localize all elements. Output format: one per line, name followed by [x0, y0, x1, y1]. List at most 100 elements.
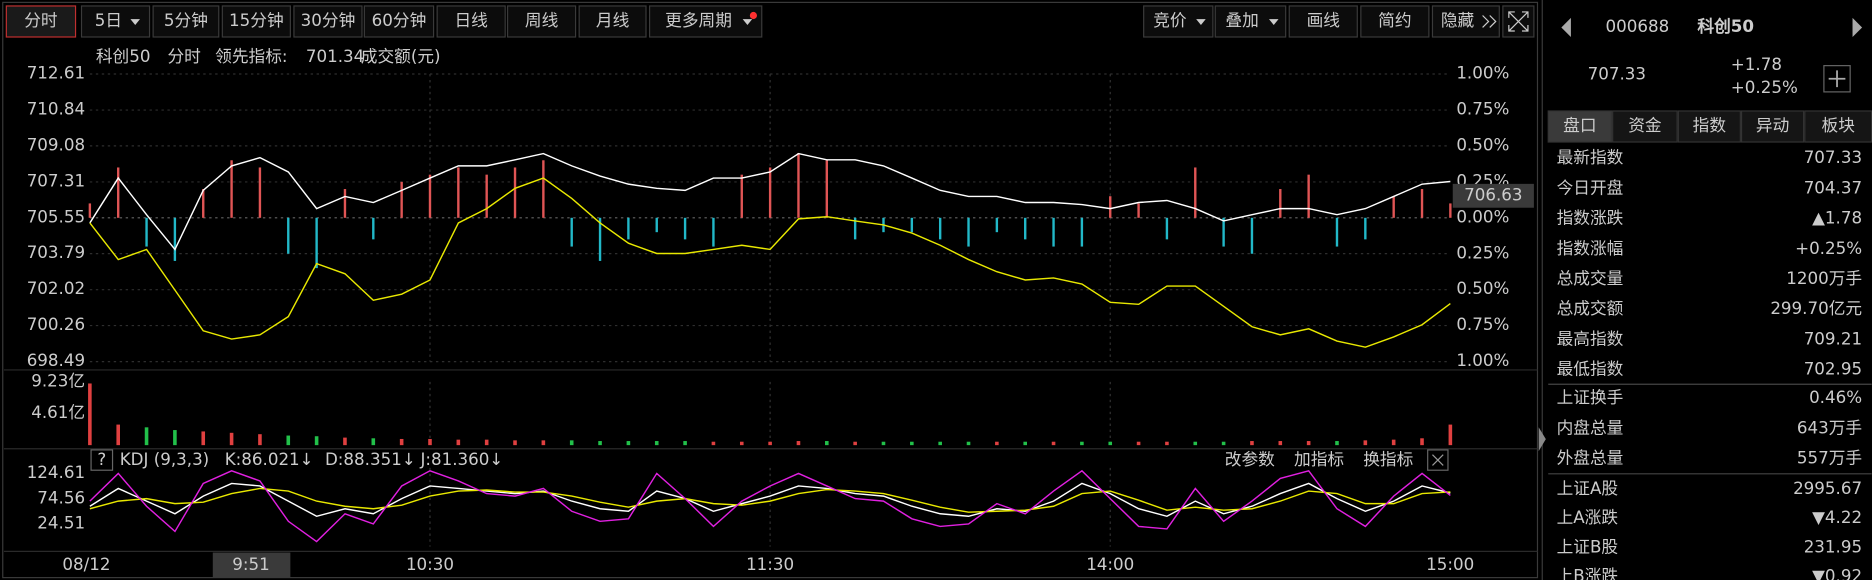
series-line: [89, 482, 1451, 518]
row-label: 最高指数: [1557, 328, 1624, 348]
row-value: 299.70亿元: [1770, 298, 1862, 318]
y-tick-label: 702.02: [27, 278, 85, 298]
tool-label[interactable]: 画线: [1307, 10, 1341, 30]
cursor-price: 706.63: [1464, 184, 1522, 204]
row-label: 上A涨跌: [1557, 507, 1619, 527]
mode-label: 分时: [167, 46, 201, 66]
period-button[interactable]: [578, 5, 647, 38]
row-label: 上B涨跌: [1557, 566, 1619, 580]
y2-tick-label: 0.50%: [1456, 278, 1509, 298]
period-label[interactable]: 日线: [454, 10, 488, 30]
indicator-button[interactable]: 加指标: [1294, 449, 1344, 469]
volume-bar: [1221, 441, 1226, 446]
period-button[interactable]: [152, 5, 220, 38]
tool-label[interactable]: 竞价: [1153, 10, 1187, 30]
diff-bar: [1307, 174, 1310, 218]
row-label: 上证B股: [1557, 536, 1619, 556]
tool-button[interactable]: [1288, 5, 1358, 38]
diff-bar: [1222, 217, 1225, 247]
dropdown-arrow: [130, 19, 140, 26]
period-label[interactable]: 15分钟: [229, 10, 284, 30]
period-button[interactable]: [293, 5, 363, 38]
cursor-time: 9:51: [232, 554, 269, 574]
volume-bar: [314, 436, 319, 446]
row-label: 最低指数: [1557, 359, 1624, 379]
period-label[interactable]: 5日: [95, 10, 122, 30]
volume-bar: [541, 440, 546, 446]
volume-bar: [484, 439, 489, 446]
diff-bar: [1194, 167, 1197, 218]
row-value: ▲1.78: [1812, 208, 1862, 228]
row-label: 最新指数: [1557, 147, 1624, 167]
period-label[interactable]: 60分钟: [372, 10, 427, 30]
lead-value: 701.34: [306, 46, 364, 66]
help[interactable]: ?: [97, 449, 106, 469]
volume-bar: [371, 438, 376, 446]
amount-label: 成交额(元): [361, 46, 441, 66]
volume-bar: [88, 383, 92, 446]
close-button[interactable]: [1427, 449, 1449, 471]
diff-bar: [570, 217, 573, 247]
tab[interactable]: [1547, 110, 1613, 143]
row-label: 指数涨幅: [1557, 238, 1624, 258]
period-label[interactable]: 分时: [24, 10, 58, 30]
tab[interactable]: [1740, 110, 1805, 143]
tab-label[interactable]: 资金: [1628, 115, 1662, 135]
cursor-price-box: [1452, 183, 1534, 208]
row-value: 2995.67: [1793, 478, 1862, 498]
tab[interactable]: [1612, 110, 1678, 143]
tool-label[interactable]: 隐藏: [1441, 10, 1475, 30]
diff-bar: [1137, 203, 1140, 218]
volume-bar: [683, 441, 687, 446]
period-button[interactable]: [506, 5, 577, 38]
add-icon: [1828, 70, 1846, 88]
diff-bar: [230, 160, 233, 218]
volume-bar: [1108, 441, 1113, 446]
tab[interactable]: [1677, 110, 1741, 143]
y2-tick-label: 0.00%: [1456, 206, 1509, 226]
diff-bar: [1420, 189, 1424, 218]
period-button[interactable]: [80, 5, 151, 38]
j-legend: J:81.360↓: [419, 449, 503, 469]
period-label[interactable]: 30分钟: [301, 10, 356, 30]
y2-tick-label: 0.75%: [1456, 98, 1509, 118]
tool-button[interactable]: [1360, 5, 1430, 38]
tool-label[interactable]: 简约: [1378, 10, 1411, 30]
x-tick-label: 14:00: [1086, 554, 1134, 574]
y-tick-label: 703.79: [27, 242, 85, 262]
tab-label[interactable]: 板块: [1822, 115, 1856, 135]
tool-label[interactable]: 叠加: [1225, 10, 1258, 30]
period-label[interactable]: 周线: [525, 10, 559, 30]
volume-bar: [1335, 441, 1339, 446]
period-button[interactable]: [221, 5, 291, 38]
volume-bar: [1136, 441, 1141, 446]
period-label[interactable]: 更多周期: [665, 10, 732, 30]
indicator-button[interactable]: 改参数: [1225, 449, 1275, 469]
add-button[interactable]: [1823, 65, 1851, 93]
volume-bar: [881, 441, 886, 446]
indicator-button[interactable]: 换指标: [1363, 449, 1413, 469]
diff-bar: [372, 217, 375, 240]
diff-bar: [1279, 189, 1282, 218]
tab-label[interactable]: 异动: [1756, 115, 1789, 135]
y-tick-label: 700.26: [27, 314, 85, 334]
tab-label[interactable]: 盘口: [1563, 115, 1596, 135]
period-button[interactable]: [363, 5, 435, 38]
period-button[interactable]: [436, 5, 506, 38]
diff-bar: [542, 160, 545, 218]
collapse-arrow[interactable]: [1538, 427, 1546, 452]
period-label[interactable]: 月线: [596, 10, 630, 30]
tab-label[interactable]: 指数: [1693, 115, 1727, 135]
help-button[interactable]: [90, 449, 114, 471]
volume-bar: [1193, 441, 1198, 446]
row-value: 709.21: [1804, 328, 1862, 348]
diff-bar: [1392, 196, 1395, 218]
next-arrow[interactable]: [1852, 17, 1863, 37]
diff-bar: [457, 167, 460, 218]
period-label[interactable]: 5分钟: [164, 10, 208, 30]
volume-bar: [1250, 441, 1254, 446]
period-button[interactable]: [648, 5, 763, 38]
prev-arrow[interactable]: [1561, 17, 1571, 37]
period-button[interactable]: [5, 5, 77, 38]
